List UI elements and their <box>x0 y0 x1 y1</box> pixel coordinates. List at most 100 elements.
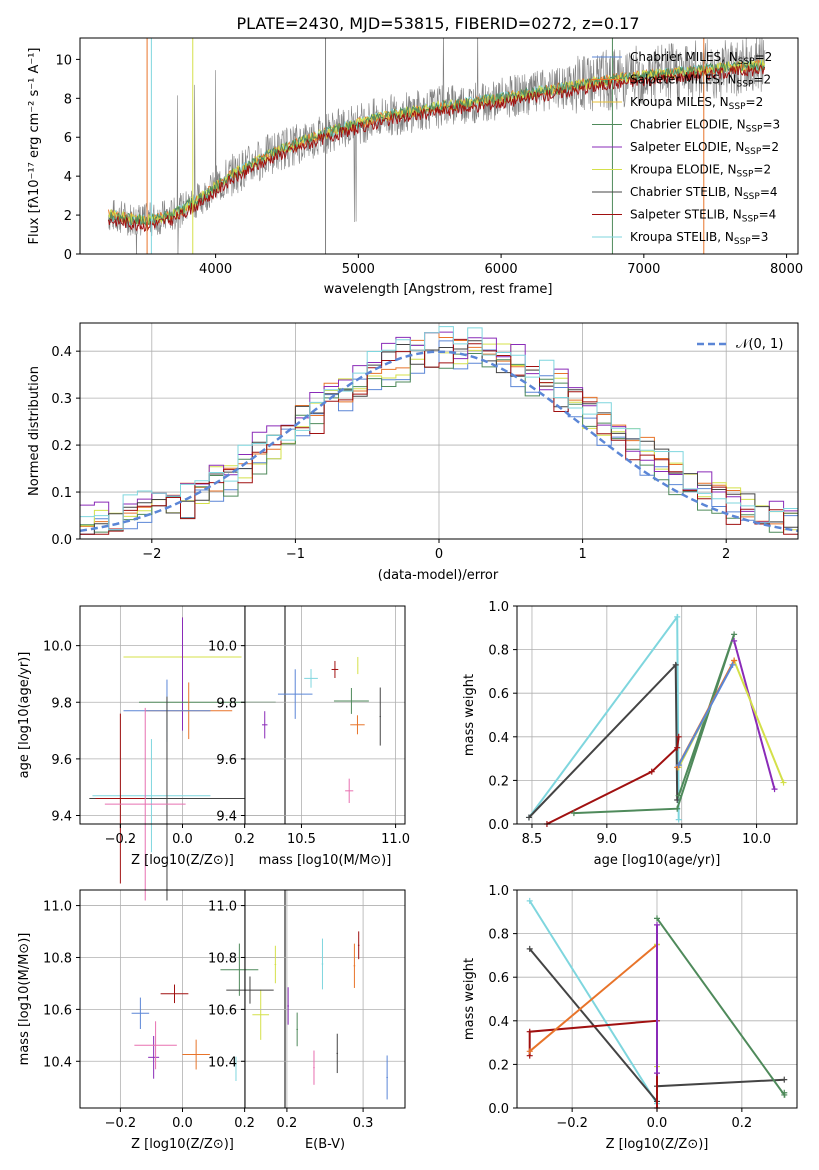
ebv_vs_mass-xtick-label: 0.2 <box>277 1116 298 1131</box>
model-spectrum-salpeter_stelib <box>108 64 766 233</box>
residual-histogram-chabrier_miles <box>80 340 798 535</box>
legend-value: =2 <box>761 140 779 154</box>
z_vs_weight-xtick-label: 0.0 <box>647 1116 668 1131</box>
mass_vs_age-xtick-label: 11.0 <box>381 832 410 847</box>
age_vs_weight-marker <box>525 814 532 821</box>
residual-histogram-salpeter_miles <box>80 332 798 530</box>
ebv_vs_mass-axes-frame <box>244 889 406 1109</box>
legend-value: =2 <box>746 95 764 109</box>
ebv_vs_mass-xtick-label: 0.3 <box>353 1116 374 1131</box>
z_vs_age-ytick-label: 9.6 <box>51 753 72 768</box>
spectrum-legend-label: Salpeter STELIB, NSSP=4 <box>630 208 776 225</box>
z_vs_age-xtick-label: 0.2 <box>234 832 255 847</box>
z_vs_age-ylabel: age [log10(age/yr)] <box>17 652 32 779</box>
age_vs_weight-xtick-label: 10.0 <box>742 832 771 847</box>
residuals-xtick-label: −1 <box>286 547 305 562</box>
age_vs_weight-ytick-label: 0.8 <box>488 644 509 659</box>
spectrum-xtick-label: 5000 <box>342 262 375 277</box>
age_vs_weight-ylabel: mass weight <box>462 674 477 756</box>
age_vs_weight-marker <box>729 661 736 668</box>
spectrum-xlabel: wavelength [Angstrom, rest frame] <box>324 282 553 297</box>
spectrum-legend-label: Kroupa ELODIE, NSSP=2 <box>630 163 771 180</box>
z_vs_weight-marker <box>781 1076 788 1083</box>
spectrum-xtick-label: 8000 <box>770 262 803 277</box>
z_vs_weight-marker <box>654 1070 660 1077</box>
legend-value: =2 <box>755 50 773 64</box>
z_vs_weight-marker <box>526 897 533 904</box>
spectrum-legend-label: Chabrier MILES, NSSP=2 <box>630 50 772 67</box>
z_vs_mass-ytick-label: 10.4 <box>43 1055 72 1070</box>
residuals-xtick-label: 0 <box>435 547 443 562</box>
spectrum-legend: Chabrier MILES, NSSP=2 Salpeter MILES, NS… <box>592 50 780 247</box>
age_vs_weight-xtick-label: 8.5 <box>522 832 543 847</box>
residuals-ytick-label: 0.3 <box>51 392 72 407</box>
z_vs_weight-ytick-label: 1.0 <box>488 884 509 899</box>
age_vs_weight-xtick-label: 9.0 <box>596 832 617 847</box>
age_vs_weight-xlabel: age [log10(age/yr)] <box>594 853 721 868</box>
age_vs_weight-series-salpeter_elodie <box>733 640 776 790</box>
age_vs_weight-marker <box>675 762 682 769</box>
residuals-ytick-label: 0.0 <box>51 533 72 548</box>
legend-subscript: SSP <box>729 102 746 112</box>
legend-value: =2 <box>753 73 771 87</box>
age_vs_weight-ytick-label: 0.4 <box>488 731 509 746</box>
z_vs_mass-xlabel: Z [log10(Z/Z⊙)] <box>131 1137 234 1152</box>
spectrum-xtick-label: 7000 <box>627 262 660 277</box>
z_vs_mass-ytick-label: 10.6 <box>43 1003 72 1018</box>
residual-histogram-kroupa_stelib <box>80 326 798 531</box>
z_vs_mass-ytick-label: 11.0 <box>43 900 72 915</box>
mass_vs_age-ytick-label: 9.8 <box>216 696 237 711</box>
age_vs_weight-marker <box>731 637 738 644</box>
mass_vs_age-xtick-label: 10.5 <box>287 832 316 847</box>
mass_vs_age-xlabel: mass [log10(M/M⊙)] <box>259 853 392 868</box>
z_vs_weight-ylabel: mass weight <box>462 958 477 1040</box>
age_vs_weight-ytick-label: 1.0 <box>488 600 509 615</box>
ebv_vs_mass-xlabel: E(B-V) <box>305 1137 345 1152</box>
residual-histogram-chabrier_elodie <box>80 344 798 533</box>
z_vs_weight-marker <box>654 921 660 928</box>
residuals-xtick-label: 2 <box>722 547 730 562</box>
age_vs_weight-xtick-label: 9.5 <box>671 832 692 847</box>
residuals-ytick-label: 0.2 <box>51 439 72 454</box>
z_vs_weight-marker <box>654 915 660 922</box>
age_vs_weight-marker <box>675 816 682 823</box>
spectrum-xtick-label: 4000 <box>199 262 232 277</box>
mass_vs_age-axes-frame <box>244 605 406 825</box>
age_vs_weight-axes-frame <box>516 605 798 825</box>
mass_vs_age-ytick-label: 9.4 <box>216 810 237 825</box>
spectrum-ytick-label: 8 <box>64 92 72 107</box>
age_vs_weight-ytick-label: 0.2 <box>488 774 509 789</box>
spectrum-legend-label: Kroupa STELIB, NSSP=3 <box>630 230 768 247</box>
legend-value: =4 <box>760 185 778 199</box>
z_vs_mass-xtick-label: 0.2 <box>234 1116 255 1131</box>
age_vs_weight-marker <box>648 768 655 775</box>
residuals-ylabel: Normed distribution <box>27 366 42 496</box>
z_vs_weight-ytick-label: 0.6 <box>488 971 509 986</box>
residuals-ytick-label: 0.1 <box>51 486 72 501</box>
legend-subscript: SSP <box>742 215 759 225</box>
legend-subscript: SSP <box>737 80 754 90</box>
legend-value: =3 <box>751 230 769 244</box>
z_vs_weight-series-salpeter_miles <box>529 943 658 1053</box>
spectrum-legend-label: Chabrier ELODIE, NSSP=3 <box>630 118 780 135</box>
z_vs_age-xtick-label: 0.0 <box>172 832 193 847</box>
z_vs_age-ytick-label: 10.0 <box>43 640 72 655</box>
residuals-xlabel: (data-model)/error <box>378 568 499 583</box>
z_vs_age-ytick-label: 9.4 <box>51 810 72 825</box>
age_vs_weight-series-chabrier_miles <box>677 664 734 766</box>
legend-value: =2 <box>753 163 771 177</box>
mass_vs_age-panel: 10.5 11.0 9.4 9.6 9.8 10.0 mass [log10(M/M⊙)] <box>208 605 410 868</box>
legend-subscript: SSP <box>737 170 754 180</box>
z_vs_weight-xtick-label: −0.2 <box>556 1116 588 1131</box>
age_vs_weight-ytick-label: 0.0 <box>488 818 509 833</box>
z_vs_weight-marker <box>781 1089 788 1096</box>
residual-histogram-chabrier_stelib <box>80 340 798 535</box>
age_vs_weight-marker <box>674 744 681 751</box>
spectrum-legend-label: Salpeter ELODIE, NSSP=2 <box>630 140 779 157</box>
legend-subscript: SSP <box>743 192 760 202</box>
residuals-xtick-label: 1 <box>578 547 586 562</box>
age_vs_weight-panel: 8.5 9.0 9.5 10.0 0.0 0.2 0.4 0.6 0.8 1.0 age [log1… <box>462 600 798 868</box>
legend-subscript: SSP <box>738 57 755 67</box>
residuals-ytick-label: 0.4 <box>51 345 72 360</box>
age_vs_weight-marker <box>731 631 738 638</box>
